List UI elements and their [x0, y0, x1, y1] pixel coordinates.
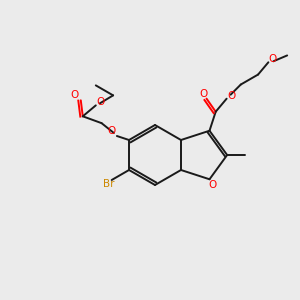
- Text: Br: Br: [103, 179, 114, 189]
- Text: O: O: [97, 98, 105, 107]
- Text: O: O: [200, 88, 208, 99]
- Text: O: O: [108, 126, 116, 136]
- Text: O: O: [208, 180, 217, 190]
- Text: O: O: [227, 91, 236, 101]
- Text: O: O: [268, 54, 277, 64]
- Text: O: O: [71, 90, 79, 100]
